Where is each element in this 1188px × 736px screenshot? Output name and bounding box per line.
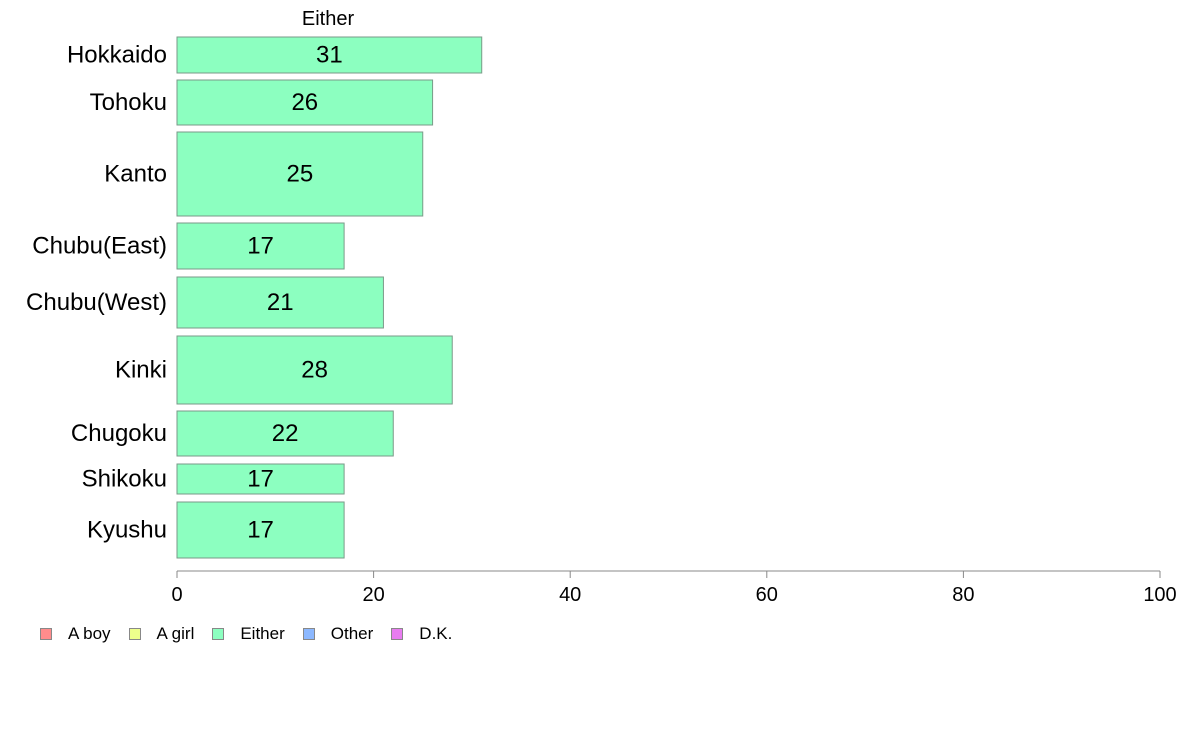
x-tick-label: 80 [952,584,974,606]
category-label: Chubu(West) [26,289,167,316]
category-label: Kanto [104,161,167,188]
value-label: 31 [316,42,343,69]
legend: A boy A girl Either Other D.K. [40,624,470,644]
bars-group: Hokkaido 31 Tohoku 26 Kanto 25 Chubu(East) 17 Ch… [26,36,483,559]
bar-tohoku [176,79,434,126]
legend-item: Either [212,624,285,644]
value-label: 21 [267,289,294,316]
bar-chubu-east [176,222,345,270]
bar-kanto [176,131,424,217]
legend-label: Other [330,624,374,643]
value-label: 17 [247,233,274,260]
legend-label: A boy [68,624,111,643]
x-tick-label: 40 [559,584,581,606]
value-label: 28 [301,357,328,384]
legend-item: Other [302,624,374,644]
legend-item: A girl [128,624,195,644]
value-label: 17 [247,466,274,493]
bar-kinki [176,335,453,405]
category-label: Hokkaido [67,42,167,69]
category-label: Shikoku [82,466,167,493]
legend-swatch [128,628,141,640]
bar-chubu-west [176,276,384,329]
value-label: 25 [287,161,314,188]
x-tick-label: 20 [362,584,384,606]
x-tick-label: 0 [171,584,182,606]
legend-swatch [40,628,52,640]
chart-title: Either [302,8,355,30]
value-label: 26 [291,89,318,116]
legend-item: A boy [40,624,111,644]
legend-label: D.K. [419,624,453,643]
legend-label: Either [240,624,285,643]
category-label: Tohoku [90,89,167,116]
legend-swatch [391,628,404,640]
legend-swatch [302,628,315,640]
x-axis: 0 20 40 60 80 100 [171,570,1177,606]
legend-label: A girl [156,624,195,643]
bar-chugoku [176,410,394,457]
legend-swatch [212,628,225,640]
value-label: 17 [247,517,274,544]
category-label: Chubu(East) [32,233,167,260]
bar-hokkaido [176,36,483,74]
x-tick-label: 100 [1143,584,1176,606]
category-label: Kinki [115,357,167,384]
category-label: Kyushu [87,517,167,544]
bar-kyushu [176,501,345,559]
category-label: Chugoku [71,420,167,447]
bar-shikoku [176,463,345,495]
value-label: 22 [272,420,299,447]
legend-item: D.K. [391,624,452,644]
x-tick-label: 60 [756,584,778,606]
